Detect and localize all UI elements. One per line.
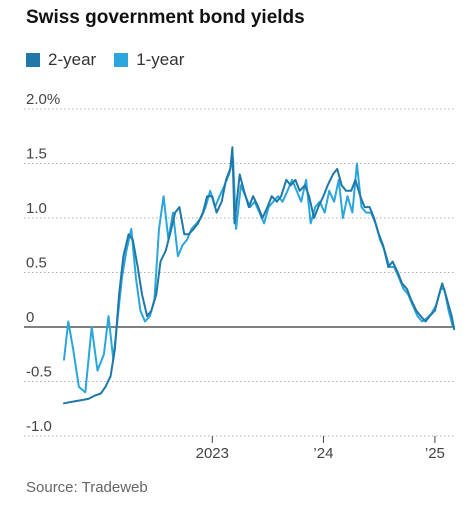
- legend-item-1-year: 1-year: [114, 50, 184, 70]
- legend-item-2-year: 2-year: [26, 50, 96, 70]
- legend-label-2-year: 2-year: [48, 50, 97, 69]
- legend: 2-year 1-year: [26, 50, 202, 70]
- y-tick-label: -1.0: [26, 418, 52, 435]
- y-tick-label: 2.0%: [26, 91, 60, 108]
- y-tick-label: 0: [26, 309, 34, 326]
- x-tick-label: 2023: [196, 445, 229, 462]
- y-tick-label: 1.5: [26, 146, 47, 163]
- chart-title: Swiss government bond yields: [26, 7, 305, 28]
- source-note: Source: Tradeweb: [26, 479, 148, 496]
- legend-label-1-year: 1-year: [136, 50, 185, 69]
- y-tick-label: 0.5: [26, 255, 47, 272]
- series-line-2-year: [63, 146, 456, 405]
- legend-swatch-1-year: [114, 53, 129, 67]
- series-line-1-year: [63, 157, 454, 394]
- y-tick-label: 1.0: [26, 200, 47, 217]
- y-tick-label: -0.5: [26, 364, 52, 381]
- x-tick-label: ’24: [313, 445, 333, 462]
- legend-swatch-2-year: [26, 53, 40, 67]
- x-tick-label: ’25: [425, 445, 445, 462]
